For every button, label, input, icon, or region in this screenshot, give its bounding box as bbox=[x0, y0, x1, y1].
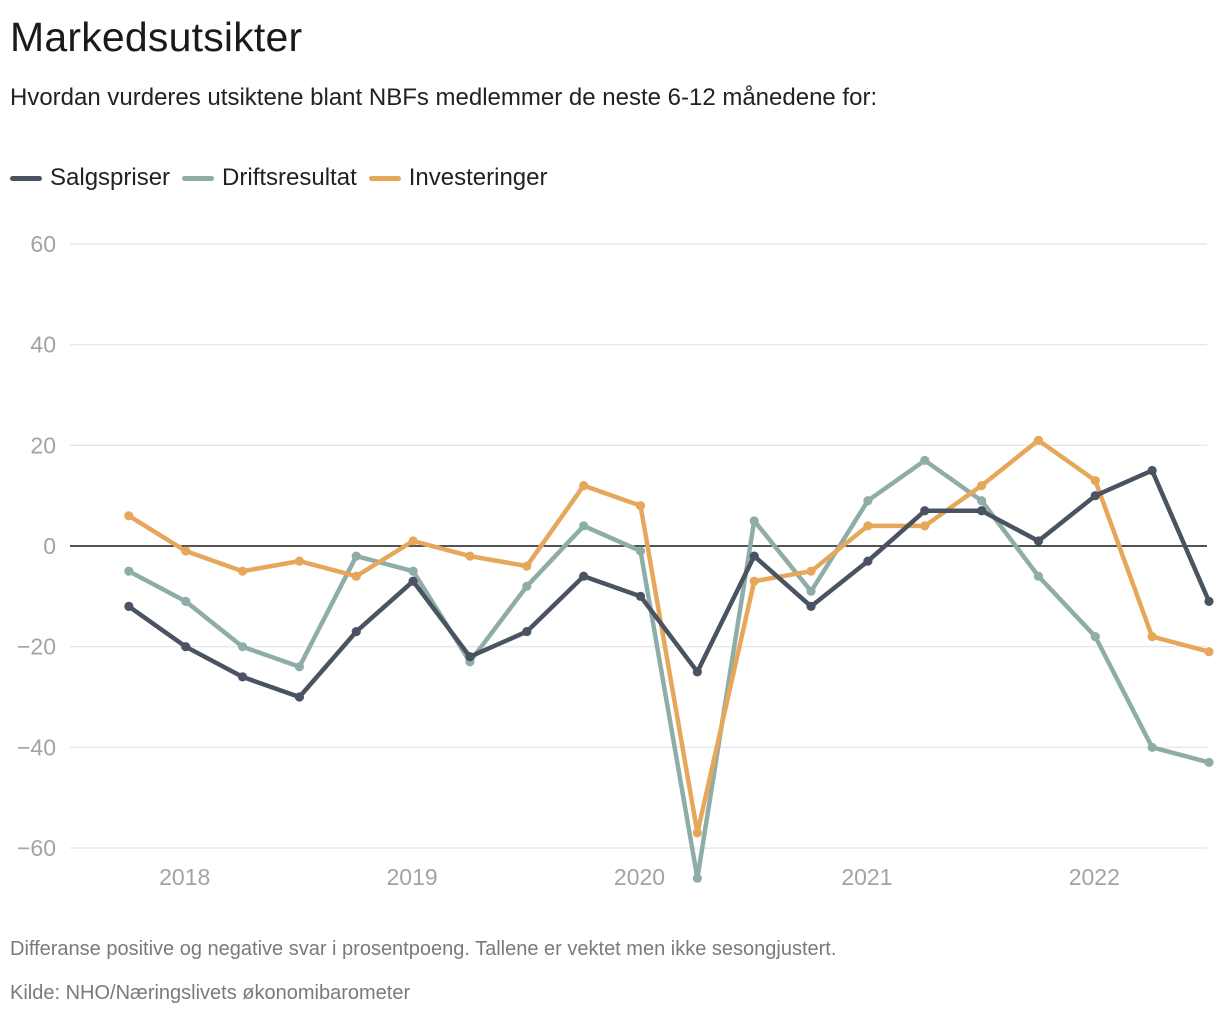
data-point-driftsresultat bbox=[522, 581, 532, 591]
y-tick-label: 0 bbox=[43, 533, 56, 559]
data-point-driftsresultat bbox=[920, 455, 930, 466]
data-point-investeringer bbox=[1090, 475, 1100, 486]
data-point-salgspriser bbox=[920, 506, 930, 516]
data-point-driftsresultat bbox=[1204, 757, 1214, 768]
legend-item-driftsresultat: Driftsresultat bbox=[182, 164, 357, 192]
data-point-driftsresultat bbox=[1147, 742, 1157, 752]
data-point-investeringer bbox=[692, 828, 702, 838]
x-tick-label: 2019 bbox=[387, 864, 438, 890]
legend-item-salgspriser: Salgspriser bbox=[10, 164, 170, 192]
y-tick-label: 60 bbox=[30, 231, 56, 257]
data-point-driftsresultat bbox=[181, 596, 191, 606]
data-point-driftsresultat bbox=[1090, 632, 1100, 642]
data-point-driftsresultat bbox=[124, 566, 134, 576]
data-point-driftsresultat bbox=[408, 566, 418, 576]
data-point-salgspriser bbox=[124, 601, 134, 611]
data-point-investeringer bbox=[294, 556, 304, 566]
data-point-investeringer bbox=[1033, 435, 1044, 445]
series-line-investeringer bbox=[126, 438, 1212, 836]
data-point-investeringer bbox=[977, 481, 987, 491]
data-point-salgspriser bbox=[1090, 491, 1100, 501]
data-point-driftsresultat bbox=[806, 586, 816, 596]
data-point-salgspriser bbox=[1204, 596, 1214, 606]
data-point-salgspriser bbox=[749, 551, 759, 561]
data-point-salgspriser bbox=[977, 506, 987, 516]
y-tick-label: −20 bbox=[17, 634, 56, 660]
data-point-investeringer bbox=[237, 566, 248, 576]
data-point-salgspriser bbox=[181, 642, 191, 652]
x-tick-label: 2021 bbox=[841, 864, 892, 890]
data-point-investeringer bbox=[635, 501, 646, 511]
data-point-investeringer bbox=[522, 561, 532, 571]
footnote-source: Kilde: NHO/Næringslivets økonomibaromete… bbox=[10, 982, 411, 1004]
series-line-driftsresultat bbox=[126, 458, 1212, 881]
y-tick-label: −40 bbox=[17, 734, 56, 760]
line-chart: 60 40 20 0 −20 −40 −60 2018 2019 2020 2021 2022 bbox=[17, 231, 1214, 890]
data-point-investeringer bbox=[863, 521, 873, 531]
data-point-salgspriser bbox=[863, 556, 873, 566]
data-point-salgspriser bbox=[635, 591, 646, 601]
data-point-salgspriser bbox=[408, 576, 418, 586]
legend-label-salgspriser: Salgspriser bbox=[50, 164, 171, 191]
y-tick-label: 40 bbox=[30, 332, 56, 358]
legend-swatch-driftsresultat bbox=[182, 175, 215, 181]
legend-label-driftsresultat: Driftsresultat bbox=[222, 164, 357, 191]
legend-label-investeringer: Investeringer bbox=[408, 164, 548, 191]
data-point-salgspriser bbox=[522, 626, 532, 637]
data-point-salgspriser bbox=[237, 672, 248, 682]
footnote-method: Differanse positive og negative svar i p… bbox=[10, 938, 837, 960]
y-tick-label: 20 bbox=[30, 432, 56, 458]
data-point-investeringer bbox=[408, 536, 418, 546]
data-point-salgspriser bbox=[465, 652, 475, 662]
legend: Salgspriser Driftsresultat Investeringer bbox=[10, 164, 560, 192]
data-point-driftsresultat bbox=[863, 496, 873, 506]
series-line-salgspriser bbox=[126, 468, 1212, 700]
data-point-investeringer bbox=[920, 521, 930, 531]
data-point-driftsresultat bbox=[692, 873, 702, 883]
data-point-investeringer bbox=[1147, 632, 1157, 642]
data-point-driftsresultat bbox=[977, 496, 987, 506]
data-point-investeringer bbox=[749, 576, 759, 586]
data-point-salgspriser bbox=[806, 601, 816, 611]
data-point-driftsresultat bbox=[579, 521, 589, 531]
x-tick-label: 2018 bbox=[159, 864, 210, 890]
data-point-investeringer bbox=[181, 546, 191, 556]
data-point-salgspriser bbox=[1033, 536, 1044, 546]
chart-subtitle: Hvordan vurderes utsiktene blant NBFs me… bbox=[10, 84, 878, 111]
data-point-driftsresultat bbox=[237, 642, 248, 652]
data-point-investeringer bbox=[579, 481, 589, 491]
data-point-salgspriser bbox=[351, 626, 361, 637]
legend-item-investeringer: Investeringer bbox=[368, 164, 548, 192]
data-point-investeringer bbox=[465, 551, 475, 561]
legend-swatch-investeringer bbox=[368, 175, 401, 181]
data-point-investeringer bbox=[124, 511, 134, 521]
legend-swatch-salgspriser bbox=[10, 175, 42, 181]
data-point-driftsresultat bbox=[635, 546, 646, 556]
data-point-driftsresultat bbox=[351, 551, 361, 561]
data-point-driftsresultat bbox=[1033, 571, 1044, 581]
x-tick-label: 2022 bbox=[1069, 864, 1120, 890]
data-point-driftsresultat bbox=[294, 662, 304, 672]
data-point-investeringer bbox=[351, 571, 361, 581]
data-point-driftsresultat bbox=[749, 516, 759, 526]
data-point-investeringer bbox=[1204, 647, 1214, 657]
y-tick-label: −60 bbox=[17, 835, 56, 861]
data-point-salgspriser bbox=[294, 692, 304, 702]
data-point-investeringer bbox=[806, 566, 816, 576]
data-point-salgspriser bbox=[1147, 465, 1157, 476]
x-tick-label: 2020 bbox=[614, 864, 665, 890]
chart-title: Markedsutsikter bbox=[10, 14, 303, 60]
data-point-salgspriser bbox=[579, 571, 589, 581]
data-point-salgspriser bbox=[692, 667, 702, 677]
